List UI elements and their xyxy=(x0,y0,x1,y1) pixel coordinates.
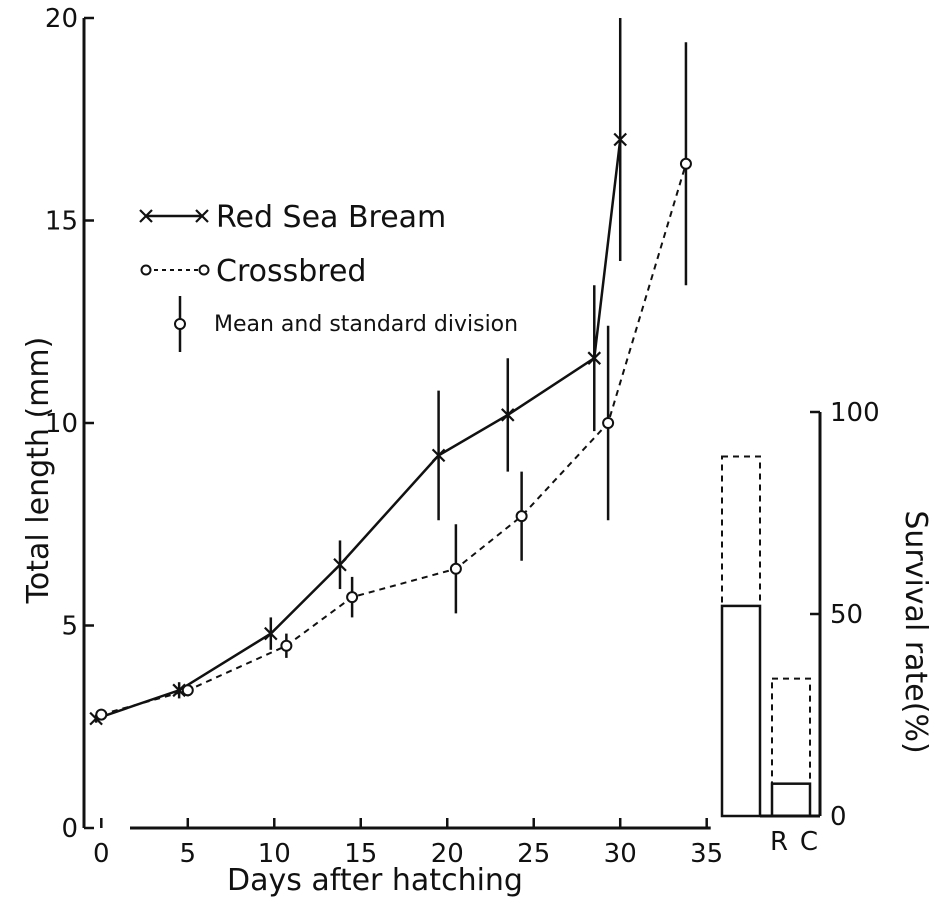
data-point-red-sea-bream xyxy=(172,683,186,698)
survival-tick-label: 0 xyxy=(830,802,847,832)
y-tick-label: 0 xyxy=(61,814,78,844)
survival-bar-solid-r xyxy=(720,604,762,818)
x-tick-label: 35 xyxy=(690,839,723,869)
data-point-crossbred xyxy=(515,510,528,523)
survival-bars xyxy=(720,455,812,818)
series-line-red-sea-bream xyxy=(95,139,622,720)
x-tick-label: 5 xyxy=(180,839,197,869)
x-axis-title: Days after hatching xyxy=(227,863,523,898)
x-axis-ticks: 0 5 10 15 20 25 30 35 xyxy=(93,818,723,869)
y-axis-title: Total length (mm) xyxy=(21,337,56,605)
data-point-red-sea-bream xyxy=(613,132,627,147)
survival-category-label: C xyxy=(800,827,818,857)
y-tick-label: 10 xyxy=(45,409,78,439)
y-axis-ticks: 0 5 10 15 20 xyxy=(45,4,94,844)
data-point-crossbred xyxy=(95,708,108,721)
legend-entry-mean-sd: Mean and standard division xyxy=(174,296,518,352)
x-tick-label: 10 xyxy=(258,839,291,869)
survival-category-label: R xyxy=(770,827,788,857)
x-tick-label: 25 xyxy=(517,839,550,869)
legend-entry-crossbred: Crossbred xyxy=(140,254,366,289)
data-point-crossbred xyxy=(449,562,462,575)
survival-bar-dashed-c xyxy=(771,677,811,818)
data-point-red-sea-bream xyxy=(587,351,602,365)
legend-label-crossbred: Crossbred xyxy=(216,254,366,289)
data-point-red-sea-bream xyxy=(333,557,347,572)
legend-entry-red-sea-bream: Red Sea Bream xyxy=(139,200,446,235)
data-point-crossbred xyxy=(280,639,293,652)
data-point-crossbred xyxy=(679,157,692,170)
x-tick-label: 30 xyxy=(604,839,637,869)
survival-tick-label: 50 xyxy=(830,600,863,630)
data-point-red-sea-bream xyxy=(501,408,515,422)
survival-y-ticks: 0 50 100 xyxy=(810,398,880,832)
legend-label-mean-sd: Mean and standard division xyxy=(214,312,518,337)
x-tick-label: 0 xyxy=(93,839,110,869)
x-tick-label: 20 xyxy=(431,839,464,869)
survival-bar-dashed-r xyxy=(721,455,761,817)
x-tick-label: 15 xyxy=(344,839,377,869)
y-tick-label: 5 xyxy=(61,612,78,642)
y-tick-label: 20 xyxy=(45,4,78,34)
legend-label-red-sea-bream: Red Sea Bream xyxy=(216,200,446,235)
data-point-red-sea-bream xyxy=(264,626,278,641)
legend: Red Sea Bream Crossbred Mean and standar… xyxy=(139,200,518,352)
survival-bar-solid-c xyxy=(770,782,812,818)
series-line-crossbred xyxy=(101,163,687,716)
y-tick-label: 15 xyxy=(45,207,78,237)
growth-chart: 0 5 10 15 20 0 5 10 15 20 25 30 35 Days after hatch… xyxy=(21,4,723,898)
series-layer xyxy=(89,18,692,726)
survival-y-axis-title: Survival rate(%) xyxy=(898,510,933,753)
survival-tick-label: 100 xyxy=(830,398,880,428)
data-point-crossbred xyxy=(602,417,615,429)
data-point-red-sea-bream xyxy=(431,448,446,463)
data-point-crossbred xyxy=(181,684,194,697)
data-point-crossbred xyxy=(346,591,359,604)
